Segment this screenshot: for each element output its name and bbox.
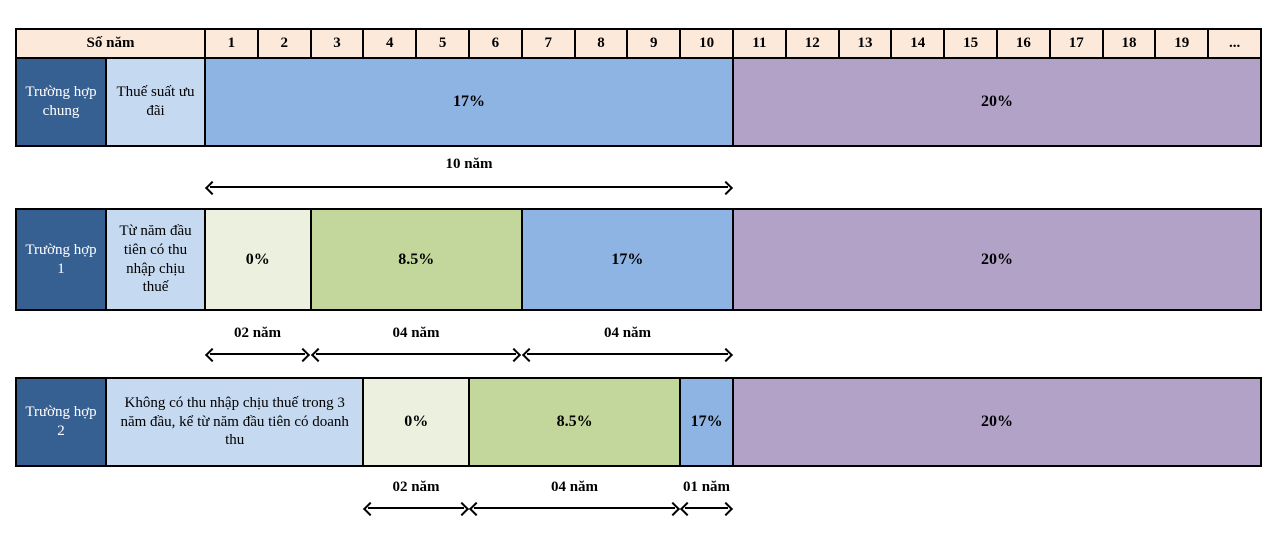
case-description-general: Thuế suất ưu đãi xyxy=(107,59,204,145)
case-label-2: Trường hợp 2 xyxy=(17,379,105,465)
arrow-shaft xyxy=(527,352,728,356)
year-header-cell-5: 5 xyxy=(417,30,468,57)
year-header-cell-12: 12 xyxy=(786,30,838,57)
year-header-cell-10: 10 xyxy=(681,30,732,57)
duration-label-04-years-case2: 04 năm xyxy=(550,479,599,495)
duration-label-02-years-case2: 02 năm xyxy=(392,479,440,495)
rate-segment-17pct-case2: 17% xyxy=(681,379,732,465)
duration-label-04-years-case1: 04 năm xyxy=(392,325,440,341)
year-header-cell-3: 3 xyxy=(311,30,363,57)
year-header-cell-2: 2 xyxy=(258,30,310,57)
case-1-table: Trường hợp 1 Từ năm đầu tiên có thu nhập… xyxy=(15,208,1262,311)
duration-label-01-year-case2: 01 năm xyxy=(682,479,731,495)
year-header-cell-16: 16 xyxy=(997,30,1049,57)
year-axis-title: Số năm xyxy=(17,30,204,57)
duration-arrow-10-years xyxy=(205,180,733,194)
duration-label-10-years: 10 năm xyxy=(445,156,493,172)
rate-segment-8.5pct-case2: 8.5% xyxy=(469,379,680,465)
year-header-cell-18: 18 xyxy=(1103,30,1155,57)
case-description-1: Từ năm đầu tiên có thu nhập chịu thuế xyxy=(107,210,204,309)
arrow-shaft xyxy=(685,506,728,510)
year-header-cell-8: 8 xyxy=(575,30,627,57)
duration-arrow-04-years-b-case1 xyxy=(522,347,733,361)
year-header-cell-13: 13 xyxy=(839,30,891,57)
case-label-1: Trường hợp 1 xyxy=(17,210,105,309)
duration-label-02-years-case1: 02 năm xyxy=(233,325,282,341)
year-header-cell-1: 1 xyxy=(206,30,257,57)
rate-segment-20pct-general: 20% xyxy=(733,59,1260,145)
year-header-cell-17: 17 xyxy=(1050,30,1102,57)
year-header-cell-7: 7 xyxy=(522,30,574,57)
rate-segment-8.5pct-case1: 8.5% xyxy=(311,210,521,309)
general-case-table: Số năm 1 2 3 4 5 6 7 8 9 10 11 12 13 14 … xyxy=(15,28,1262,147)
rate-segment-0pct-case1: 0% xyxy=(206,210,310,309)
arrow-shaft xyxy=(210,352,305,356)
arrow-shaft xyxy=(210,185,728,189)
year-header-cell-11: 11 xyxy=(733,30,785,57)
year-header-cell-6: 6 xyxy=(469,30,521,57)
case-2-table: Trường hợp 2 Không có thu nhập chịu thuế… xyxy=(15,377,1262,467)
duration-arrow-04-years-case1 xyxy=(311,347,521,361)
year-header-cell-4: 4 xyxy=(364,30,416,57)
rate-segment-17pct-case1: 17% xyxy=(522,210,732,309)
case-description-2: Không có thu nhập chịu thuế trong 3 năm … xyxy=(107,379,363,465)
duration-label-04-years-b-case1: 04 năm xyxy=(603,325,652,341)
year-header-cell-14: 14 xyxy=(892,30,944,57)
rate-segment-20pct-case1: 20% xyxy=(733,210,1260,309)
case-label-general: Trường hợp chung xyxy=(17,59,105,145)
rate-segment-20pct-case2: 20% xyxy=(733,379,1260,465)
year-header-cell-9: 9 xyxy=(628,30,680,57)
year-header-cell-15: 15 xyxy=(945,30,996,57)
duration-arrow-01-year-case2 xyxy=(680,501,733,515)
duration-arrow-02-years-case1 xyxy=(205,347,310,361)
duration-arrow-04-years-case2 xyxy=(469,501,680,515)
duration-arrow-02-years-case2 xyxy=(363,501,469,515)
rate-segment-0pct-case2: 0% xyxy=(364,379,468,465)
rate-segment-17pct-general: 17% xyxy=(206,59,732,145)
arrow-shaft xyxy=(474,506,675,510)
arrow-shaft xyxy=(316,352,516,356)
arrow-shaft xyxy=(368,506,464,510)
year-header-cell-19: 19 xyxy=(1156,30,1208,57)
year-header-cell-more: ... xyxy=(1209,30,1260,57)
